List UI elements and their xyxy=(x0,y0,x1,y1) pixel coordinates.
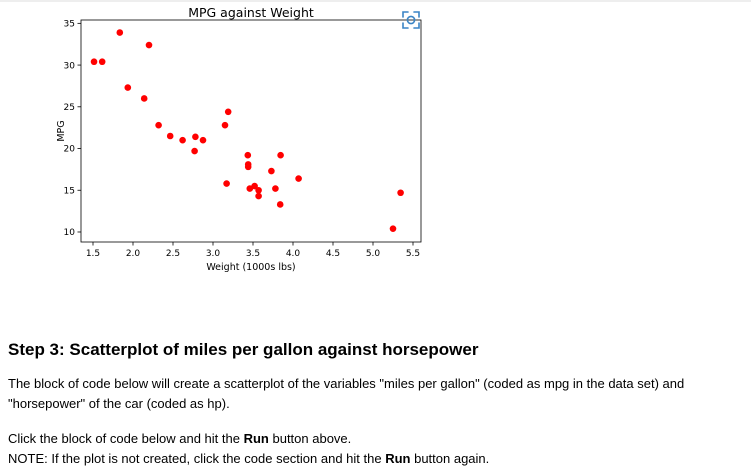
data-point xyxy=(90,58,98,66)
data-point xyxy=(272,185,279,192)
data-point xyxy=(155,121,162,129)
data-point xyxy=(244,161,252,168)
data-point xyxy=(244,151,252,159)
y-axis: 10 15 20 25 30 35 xyxy=(64,20,81,238)
scatter-plot-output: MPG against Weight 1.5 2.0 2.5 3.0 3.5 4.0 4.5… xyxy=(0,0,440,285)
x-tick-label: 2.0 xyxy=(126,249,141,259)
data-point xyxy=(295,175,302,182)
data-point xyxy=(140,95,148,102)
data-point xyxy=(191,147,198,155)
scatter-plot: MPG against Weight 1.5 2.0 2.5 3.0 3.5 4.0 4.5… xyxy=(56,5,422,273)
x-axis: 1.5 2.0 2.5 3.0 3.5 4.0 4.5 5.0 5.5 xyxy=(86,242,420,259)
note-text-end: button again. xyxy=(410,451,490,466)
description-paragraph: The block of code below will create a sc… xyxy=(8,374,684,414)
data-point xyxy=(221,121,229,129)
data-point xyxy=(276,201,284,208)
y-tick-label: 15 xyxy=(64,186,75,196)
x-tick-label: 3.0 xyxy=(206,249,221,259)
expand-icon xyxy=(402,11,420,29)
data-point xyxy=(397,189,404,197)
data-point xyxy=(389,225,397,232)
instruction-text-start: Click the block of code below and hit th… xyxy=(8,431,244,446)
instructions-paragraph: Click the block of code below and hit th… xyxy=(8,429,489,469)
data-point xyxy=(192,133,199,141)
x-tick-label: 4.0 xyxy=(286,249,301,259)
x-tick-label: 2.5 xyxy=(166,249,180,259)
y-axis-label: MPG xyxy=(56,120,67,141)
data-point xyxy=(268,167,275,175)
data-point xyxy=(277,151,284,159)
description-line-1: The block of code below will create a sc… xyxy=(8,376,685,391)
data-point xyxy=(224,108,232,116)
data-point xyxy=(124,84,132,91)
run-keyword: Run xyxy=(243,431,269,446)
note-text-start: NOTE: If the plot is not created, click … xyxy=(8,451,386,466)
expand-plot-button[interactable] xyxy=(400,9,422,31)
top-divider xyxy=(0,0,751,2)
data-point xyxy=(251,182,258,190)
data-point xyxy=(255,192,262,200)
y-tick-label: 30 xyxy=(64,61,76,71)
x-tick-label: 5.5 xyxy=(406,249,420,259)
x-tick-label: 1.5 xyxy=(86,249,100,259)
description-line-2: "horsepower" of the car (coded as hp). xyxy=(8,396,230,411)
chart-title: MPG against Weight xyxy=(188,5,314,20)
x-tick-label: 5.0 xyxy=(366,249,381,259)
data-point xyxy=(145,41,153,49)
data-point xyxy=(179,136,186,144)
instruction-text-end: button above. xyxy=(268,431,352,446)
y-tick-label: 20 xyxy=(64,145,76,155)
y-tick-label: 35 xyxy=(64,20,75,30)
data-point xyxy=(116,29,124,36)
y-tick-label: 25 xyxy=(64,103,75,113)
data-point xyxy=(223,180,230,187)
x-tick-label: 3.5 xyxy=(246,249,260,259)
run-keyword-2: Run xyxy=(385,451,411,466)
x-axis-label: Weight (1000s lbs) xyxy=(206,262,295,273)
data-point xyxy=(166,132,174,140)
data-point xyxy=(199,136,207,144)
x-tick-label: 4.5 xyxy=(326,249,340,259)
data-point xyxy=(255,186,262,194)
y-tick-label: 10 xyxy=(64,228,76,238)
data-point xyxy=(98,58,106,66)
section-heading: Step 3: Scatterplot of miles per gallon … xyxy=(8,340,479,359)
plot-frame xyxy=(80,19,422,243)
data-points xyxy=(90,29,404,232)
